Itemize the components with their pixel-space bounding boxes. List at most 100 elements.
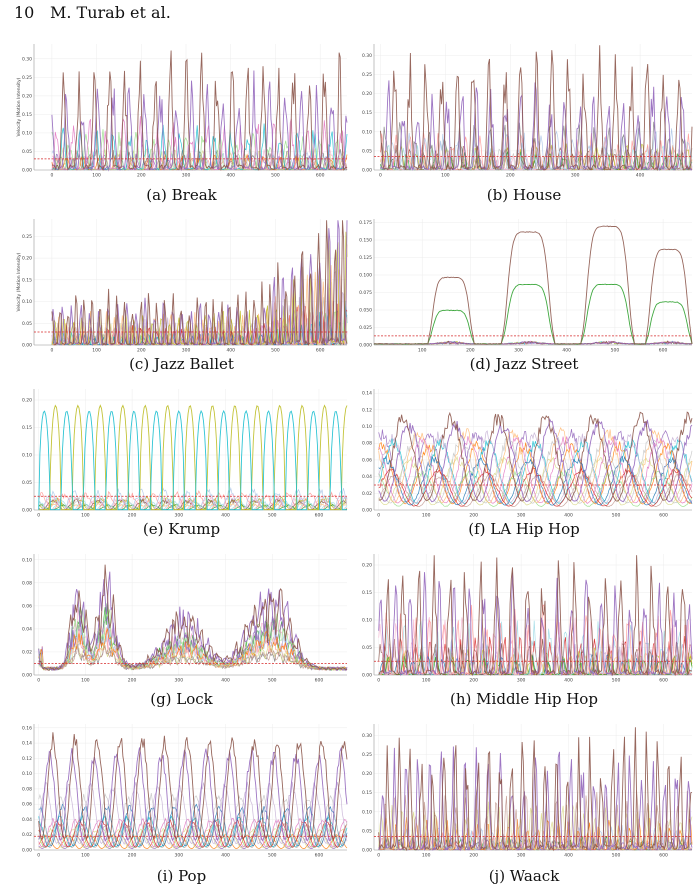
x-tick-label: 300 [182, 173, 191, 179]
y-tick-label: 0.00 [22, 508, 32, 514]
y-tick-label: 0.20 [22, 93, 32, 99]
series-line [378, 636, 693, 676]
plot-svg: 0 100 200 300 400 0.00 0.05 0.10 0.15 0.20 0.25 0.3… [362, 44, 693, 179]
line-plot: 0 100 200 300 400 500 600 0.00 0.05 0.10 0.15 0.20 0… [14, 40, 349, 180]
x-tick-label: 600 [316, 348, 325, 354]
x-tick-label: 300 [517, 678, 526, 684]
y-tick-label: 0.10 [362, 618, 372, 624]
x-tick-label: 100 [92, 348, 101, 354]
x-tick-label: 200 [469, 853, 478, 859]
series-line [378, 430, 693, 504]
x-tick-label: 400 [221, 678, 230, 684]
y-tick-label: 0.02 [22, 832, 32, 838]
x-tick-label: 600 [659, 513, 668, 519]
x-tick-label: 100 [422, 678, 431, 684]
y-tick-label: 0.06 [362, 457, 372, 463]
y-tick-label: 0.20 [22, 256, 32, 262]
series-line [380, 45, 693, 172]
line-plot: 0 100 200 300 400 500 600 0.00 0.02 0.04 0.06 0.08 0… [354, 385, 694, 520]
series-line [38, 732, 348, 842]
y-tick-label: 0.15 [22, 112, 32, 118]
y-tick-label: 0.02 [362, 491, 372, 497]
y-tick-label: 0.150 [359, 238, 372, 244]
x-tick-label: 100 [418, 348, 427, 354]
y-tick-label: 0.050 [359, 308, 372, 314]
x-tick-label: 600 [315, 513, 324, 519]
y-tick-label: 0.08 [22, 786, 32, 792]
y-tick-label: 0.05 [22, 149, 32, 155]
x-tick-label: 400 [221, 853, 230, 859]
x-tick-label: 500 [268, 853, 277, 859]
series-line [378, 411, 693, 502]
series-line [378, 434, 693, 504]
y-tick-label: 0.05 [22, 480, 32, 486]
y-tick-label: 0.10 [362, 809, 372, 815]
y-axis-label: Velocity (Motion Intensity) [16, 252, 22, 311]
y-tick-label: 0.20 [362, 91, 372, 97]
y-tick-label: 0.25 [362, 72, 372, 78]
x-tick-label: 200 [137, 173, 146, 179]
series-line [51, 70, 348, 172]
x-tick-label: 0 [377, 513, 380, 519]
x-tick-label: 0 [50, 348, 53, 354]
y-tick-label: 0.06 [22, 802, 32, 808]
plot-svg: 0 100 200 300 400 500 600 0.00 0.05 0.10 0.15 0.20 0… [362, 724, 693, 859]
series-line [378, 790, 693, 851]
y-tick-label: 0.04 [362, 474, 372, 480]
y-tick-label: 0.14 [22, 741, 32, 747]
y-tick-label: 0.00 [22, 673, 32, 679]
y-axis-label: Velocity (Motion Intensity) [16, 77, 22, 136]
x-tick-label: 600 [315, 853, 324, 859]
series-line [38, 490, 348, 511]
x-tick-label: 200 [469, 513, 478, 519]
y-tick-label: 0.05 [362, 148, 372, 154]
series-line [373, 225, 693, 345]
y-tick-label: 0.12 [22, 756, 32, 762]
line-plot: 0 100 200 300 400 500 600 0.00 0.05 0.10 0.15 0.20 0… [354, 720, 694, 860]
y-tick-label: 0.15 [362, 110, 372, 116]
series-line [51, 220, 348, 347]
y-tick-label: 0.175 [359, 220, 372, 226]
y-tick-label: 0.20 [362, 563, 372, 569]
plot-svg: 0 100 200 300 400 500 600 0.00 0.05 0.10 0.15 0.20 [362, 554, 693, 684]
y-tick-label: 0.06 [22, 603, 32, 609]
y-tick-label: 0.025 [359, 325, 372, 331]
line-plot: 100 200 300 400 500 600 0.000 0.025 0.050 0.075 0.… [354, 215, 694, 355]
y-tick-label: 0.00 [22, 168, 32, 174]
y-tick-label: 0.15 [362, 790, 372, 796]
x-tick-label: 600 [659, 853, 668, 859]
y-tick-label: 0.10 [22, 299, 32, 305]
subfigure-caption: (j) Waack [488, 867, 560, 885]
plot-svg: 0 100 200 300 400 500 600 0.00 0.02 0.04 0.06 0.08 0… [362, 389, 693, 519]
subfigure-caption: (f) LA Hip Hop [468, 520, 580, 538]
y-tick-label: 0.00 [362, 848, 372, 854]
series-line [38, 564, 348, 671]
series-line [378, 469, 693, 507]
y-tick-label: 0.25 [22, 234, 32, 240]
x-tick-label: 100 [422, 853, 431, 859]
x-tick-label: 0 [37, 513, 40, 519]
plot-svg: 0 100 200 300 400 500 600 0.00 0.02 0.04 0.06 0.08 0… [22, 724, 348, 859]
x-tick-label: 200 [466, 348, 475, 354]
x-tick-label: 500 [268, 678, 277, 684]
x-tick-label: 400 [564, 853, 573, 859]
plot-svg: 0 100 200 300 400 500 600 0.00 0.05 0.10 0.15 0.20 0… [16, 44, 348, 179]
x-tick-label: 100 [81, 513, 90, 519]
x-tick-label: 400 [562, 348, 571, 354]
y-tick-label: 0.04 [22, 817, 32, 823]
line-plot: 0 100 200 300 400 0.00 0.05 0.10 0.15 0.20 0.25 0.3… [354, 40, 694, 180]
y-tick-label: 0.15 [22, 277, 32, 283]
series-line [38, 486, 348, 511]
y-tick-label: 0.10 [362, 129, 372, 135]
x-tick-label: 0 [50, 173, 53, 179]
y-tick-label: 0.10 [22, 557, 32, 563]
x-tick-label: 0 [37, 853, 40, 859]
x-tick-label: 100 [81, 853, 90, 859]
y-tick-label: 0.08 [362, 441, 372, 447]
y-tick-label: 0.075 [359, 290, 372, 296]
x-tick-label: 100 [441, 173, 450, 179]
series-line [378, 426, 693, 504]
plot-svg: 0 100 200 300 400 500 600 0.00 0.05 0.10 0.15 0.20 0… [16, 219, 348, 354]
plot-svg: 0 100 200 300 400 500 600 0.00 0.02 0.04 0.06 0.08 0… [22, 554, 348, 684]
plot-svg: 0 100 200 300 400 500 600 0.00 0.05 0.10 0.15 0.20 [22, 389, 348, 519]
